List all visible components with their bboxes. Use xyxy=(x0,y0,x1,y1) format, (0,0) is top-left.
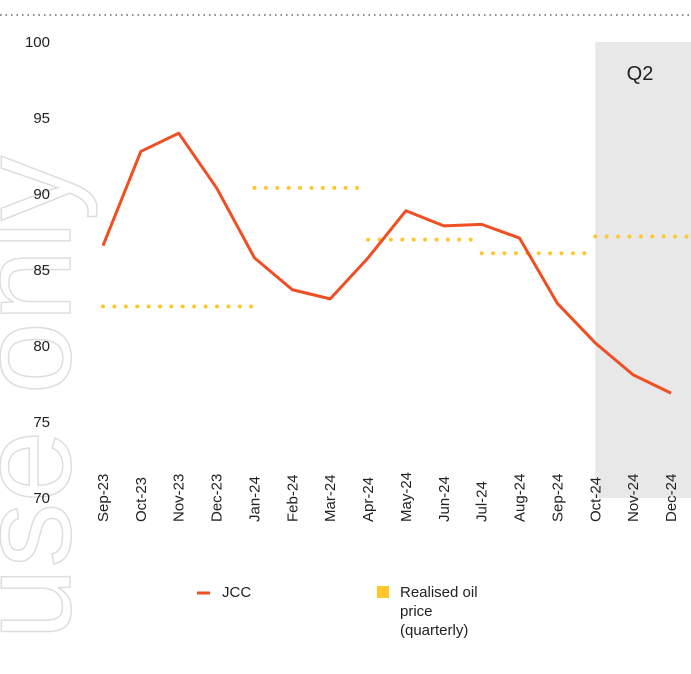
y-tick-label: 80 xyxy=(33,338,50,355)
x-tick-label: Mar-24 xyxy=(322,474,339,522)
y-tick-label: 90 xyxy=(33,186,50,203)
x-tick-label: Sep-24 xyxy=(549,474,566,522)
x-tick-label: Aug-24 xyxy=(512,474,529,522)
x-tick-label: Jul-24 xyxy=(474,481,491,522)
x-tick-label: Jun-24 xyxy=(436,476,453,522)
x-tick-label: Oct-24 xyxy=(587,477,604,522)
x-tick-label: Feb-24 xyxy=(284,474,301,522)
watermark: use only xyxy=(0,156,98,640)
highlight-region xyxy=(595,42,691,498)
y-tick-label: 100 xyxy=(25,34,50,51)
x-tick-label: Sep-23 xyxy=(95,474,112,522)
x-tick-label: Nov-24 xyxy=(625,474,642,522)
y-tick-label: 75 xyxy=(33,414,50,431)
y-tick-label: 70 xyxy=(33,490,50,507)
x-tick-label: Dec-24 xyxy=(663,474,680,522)
jcc-line xyxy=(101,131,672,395)
legend-marker xyxy=(377,586,389,598)
x-tick-label: Dec-23 xyxy=(209,474,226,522)
annotation: Q2 xyxy=(627,63,654,85)
y-tick-label: 85 xyxy=(33,262,50,279)
x-tick-label: Oct-23 xyxy=(133,477,150,522)
x-tick-label: Nov-23 xyxy=(171,474,188,522)
x-tick-label: May-24 xyxy=(398,472,415,522)
legend-label: Realised oil price (quarterly) xyxy=(400,584,478,639)
x-tick-label: Jan-24 xyxy=(246,476,263,522)
x-tick-label: Apr-24 xyxy=(360,477,377,522)
y-tick-label: 95 xyxy=(33,110,50,127)
legend-label: JCC xyxy=(222,584,252,601)
